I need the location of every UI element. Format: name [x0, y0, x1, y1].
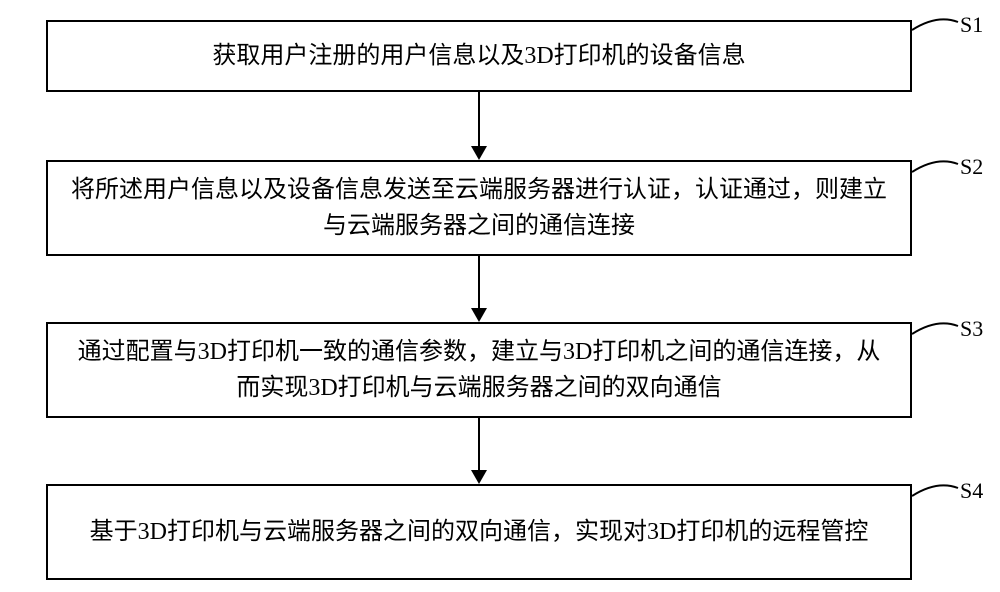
- arrow-head-icon: [471, 308, 487, 322]
- step-label-s4: S4: [960, 478, 983, 504]
- flowchart-canvas: 获取用户注册的用户信息以及3D打印机的设备信息 S1 将所述用户信息以及设备信息…: [0, 0, 1000, 592]
- step-box-s1: 获取用户注册的用户信息以及3D打印机的设备信息: [46, 20, 912, 92]
- step-label-s2: S2: [960, 154, 983, 180]
- step-text: 将所述用户信息以及设备信息发送至云端服务器进行认证，认证通过，则建立与云端服务器…: [68, 172, 890, 244]
- step-connector-s4: [912, 478, 960, 506]
- arrow-head-icon: [471, 146, 487, 160]
- step-text: 获取用户注册的用户信息以及3D打印机的设备信息: [212, 38, 745, 74]
- step-text: 通过配置与3D打印机一致的通信参数，建立与3D打印机之间的通信连接，从而实现3D…: [68, 334, 890, 406]
- arrow-s2-s3: [478, 256, 480, 308]
- step-box-s4: 基于3D打印机与云端服务器之间的双向通信，实现对3D打印机的远程管控: [46, 484, 912, 580]
- step-connector-s3: [912, 316, 960, 344]
- arrow-s3-s4: [478, 418, 480, 470]
- step-box-s2: 将所述用户信息以及设备信息发送至云端服务器进行认证，认证通过，则建立与云端服务器…: [46, 160, 912, 256]
- step-connector-s1: [912, 12, 960, 40]
- step-box-s3: 通过配置与3D打印机一致的通信参数，建立与3D打印机之间的通信连接，从而实现3D…: [46, 322, 912, 418]
- step-connector-s2: [912, 154, 960, 182]
- step-text: 基于3D打印机与云端服务器之间的双向通信，实现对3D打印机的远程管控: [90, 514, 869, 550]
- step-label-s3: S3: [960, 316, 983, 342]
- step-label-s1: S1: [960, 12, 983, 38]
- arrow-s1-s2: [478, 92, 480, 146]
- arrow-head-icon: [471, 470, 487, 484]
